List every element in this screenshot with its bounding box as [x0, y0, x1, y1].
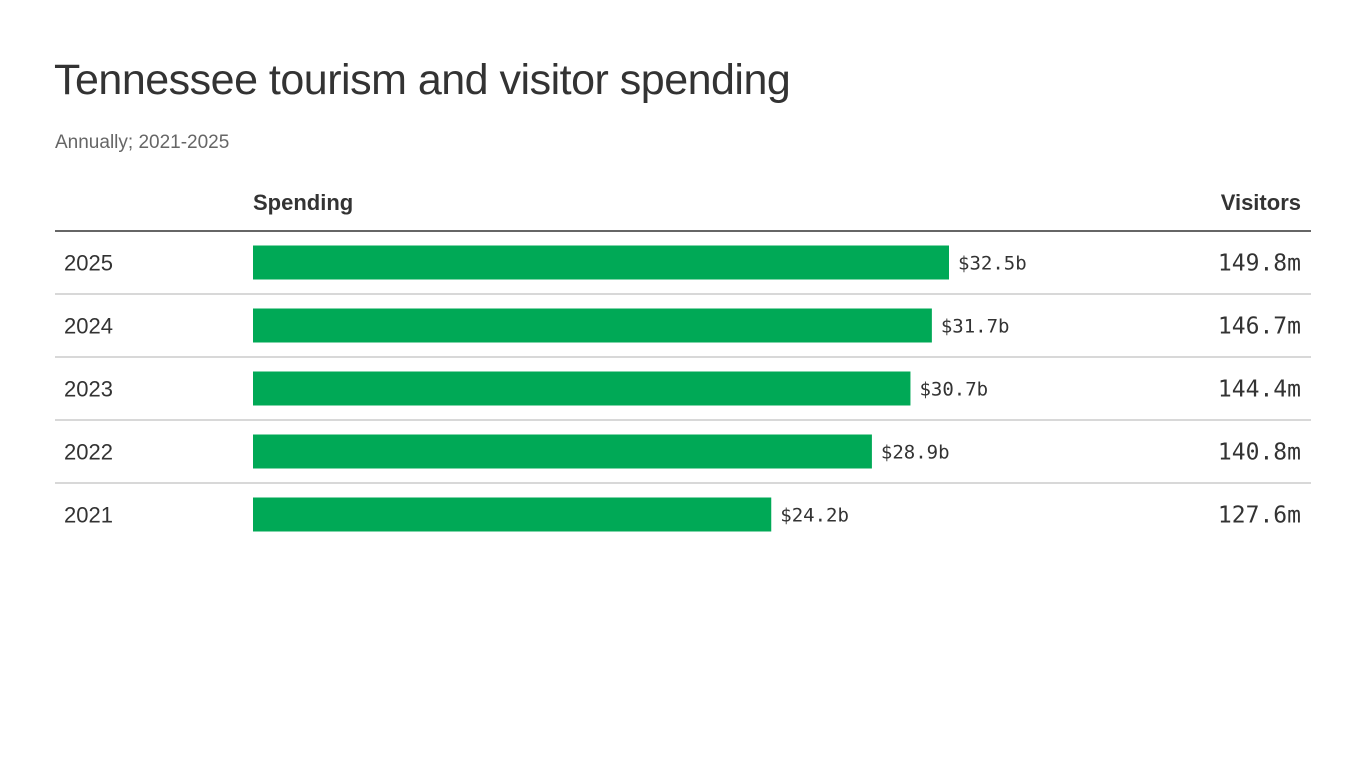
spending-value-label: $28.9b	[881, 442, 950, 464]
chart-title: Tennessee tourism and visitor spending	[54, 56, 791, 104]
spending-value-label: $31.7b	[941, 316, 1010, 338]
visitors-value-label: 146.7m	[1218, 314, 1301, 340]
spending-bar	[253, 434, 872, 469]
visitors-value-label: 140.8m	[1218, 440, 1301, 466]
spending-bar	[253, 308, 932, 343]
spending-bar	[253, 371, 911, 406]
year-label: 2023	[64, 377, 113, 402]
year-label: 2024	[64, 314, 113, 339]
year-label: 2021	[64, 503, 113, 528]
spending-value-label: $24.2b	[780, 505, 849, 527]
visitors-value-label: 149.8m	[1218, 251, 1301, 277]
spending-bar	[253, 497, 772, 532]
chart-subtitle: Annually; 2021-2025	[55, 132, 230, 153]
spending-value-label: $30.7b	[919, 379, 988, 401]
year-label: 2022	[64, 440, 113, 465]
year-label: 2025	[64, 251, 113, 276]
spending-value-label: $32.5b	[958, 253, 1027, 275]
visitors-value-label: 127.6m	[1218, 503, 1301, 529]
spending-column-header: Spending	[253, 190, 354, 215]
visitors-value-label: 144.4m	[1218, 377, 1301, 403]
spending-bar	[253, 245, 949, 280]
visitors-column-header: Visitors	[1220, 190, 1301, 215]
